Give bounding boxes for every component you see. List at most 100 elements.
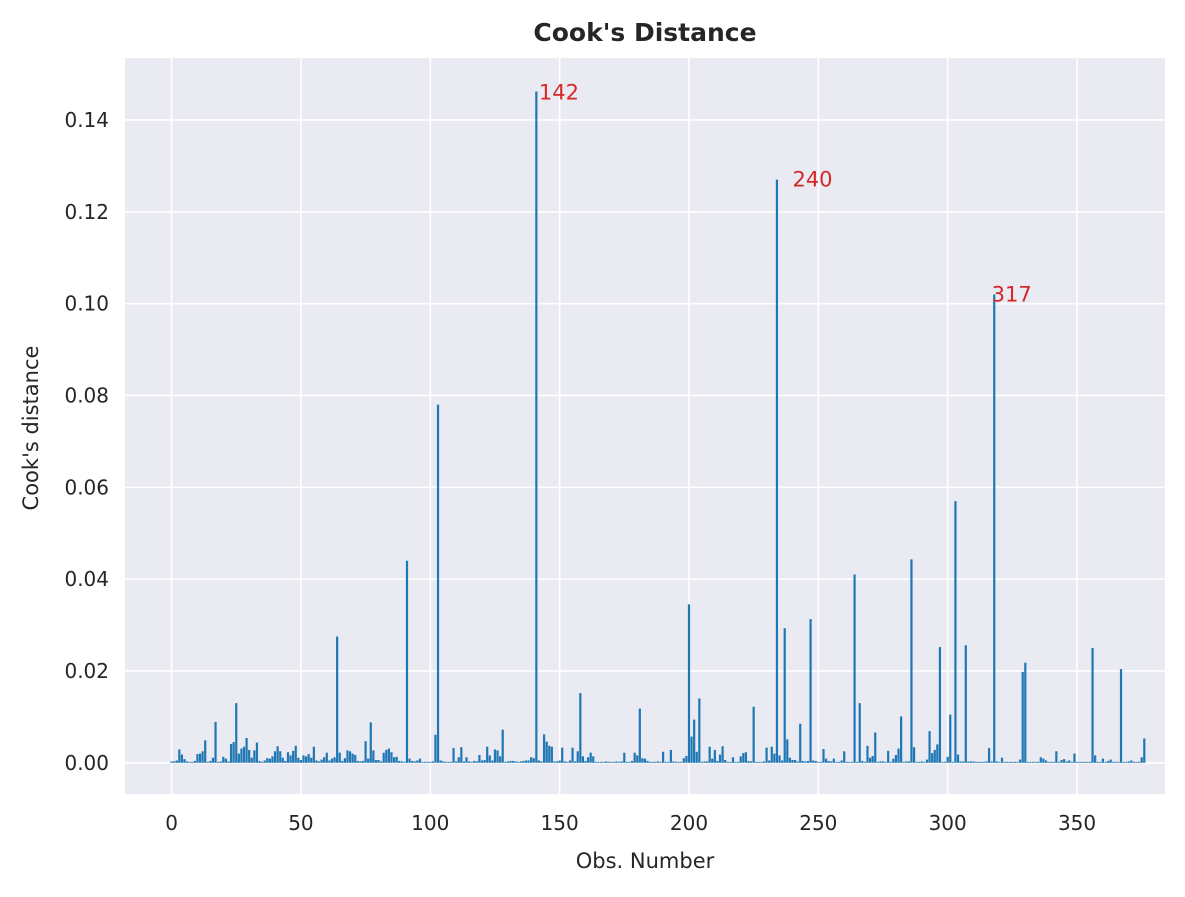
bar-obs-34 [258,760,261,763]
bar-obs-323 [1006,761,1009,763]
bar-obs-198 [682,758,685,763]
bar-obs-349 [1073,753,1076,763]
bar-obs-301 [949,714,952,763]
bar-obs-65 [338,752,341,763]
bar-obs-245 [804,761,807,763]
annotation-240: 240 [792,168,832,192]
bar-obs-339 [1047,761,1050,763]
bar-obs-316 [987,748,991,763]
bar-obs-184 [646,760,649,763]
bar-obs-337 [1042,758,1045,763]
bar-obs-40 [273,751,277,763]
bar-obs-185 [649,761,652,763]
bar-obs-324 [1008,761,1011,763]
x-tick-label: 350 [1058,811,1096,835]
bar-obs-294 [931,753,934,763]
bar-obs-192 [667,761,670,763]
bar-obs-144 [543,734,546,763]
bar-obs-209 [711,758,714,763]
bar-obs-342 [1055,751,1058,763]
bar-obs-87 [395,756,398,763]
bar-obs-362 [1106,760,1110,763]
bar-obs-321 [1000,757,1004,763]
bar-obs-93 [411,760,414,763]
bar-obs-153 [566,761,569,763]
bar-obs-223 [747,760,750,763]
bar-obs-361 [1104,761,1107,763]
bar-obs-214 [724,760,727,763]
bar-obs-329 [1021,671,1024,763]
bar-obs-279 [892,758,895,763]
bar-obs-334 [1034,761,1037,763]
y-tick-label: 0.14 [64,108,109,132]
bar-obs-280 [894,754,898,763]
bar-obs-117 [473,760,476,763]
bar-obs-32 [253,750,256,763]
bar-obs-41 [276,746,279,763]
bar-obs-187 [654,761,657,763]
bar-obs-137 [524,760,528,763]
bar-obs-55 [312,746,315,763]
bar-obs-15 [209,760,212,763]
bar-obs-274 [879,761,882,763]
bar-obs-91 [405,560,409,763]
bar-obs-52 [304,756,308,763]
bar-obs-287 [912,747,916,763]
bar-obs-76 [367,758,370,763]
bar-obs-49 [297,757,300,763]
bar-obs-81 [380,761,383,763]
bar-obs-136 [522,760,525,763]
bar-obs-293 [928,731,931,763]
bar-obs-315 [985,761,988,763]
bar-obs-230 [765,747,768,763]
bar-obs-372 [1132,761,1136,763]
bar-obs-145 [545,741,548,763]
bar-obs-359 [1099,761,1102,763]
bar-obs-179 [633,752,636,763]
bar-obs-207 [705,761,709,763]
y-tick-label: 0.02 [64,659,109,683]
bar-obs-322 [1003,761,1006,763]
bar-obs-25 [235,703,238,763]
bar-obs-121 [483,760,486,763]
bar-obs-124 [491,760,494,763]
bar-obs-94 [413,761,416,763]
bar-obs-191 [664,761,667,763]
bar-obs-285 [907,761,910,763]
bar-obs-368 [1122,761,1125,763]
bar-obs-78 [372,750,375,763]
bar-obs-352 [1081,761,1084,763]
bar-obs-341 [1052,761,1055,763]
bar-obs-46 [289,755,292,763]
bar-obs-290 [920,761,923,763]
bar-obs-203 [695,751,698,763]
bars [170,91,1146,763]
bar-obs-318 [993,294,996,763]
bar-obs-38 [268,758,271,763]
bar-obs-235 [778,755,781,763]
bar-obs-6 [185,761,189,763]
bar-obs-197 [680,761,683,763]
bar-obs-27 [240,748,243,763]
bar-obs-269 [866,745,869,763]
bar-obs-328 [1019,759,1022,763]
bar-obs-168 [605,761,608,763]
bar-obs-295 [933,749,936,763]
bar-obs-72 [356,760,359,763]
x-tick-labels: 0 50 100 150 200 250 300 350 [165,811,1096,835]
bar-obs-77 [369,722,372,763]
bar-obs-48 [294,745,297,763]
bar-obs-18 [217,761,220,763]
bar-obs-119 [478,754,481,763]
bar-obs-12 [201,751,204,763]
bar-obs-111 [457,757,460,763]
x-tick-label: 50 [288,811,313,835]
plot-area [125,58,1165,794]
bar-obs-79 [374,760,378,763]
bar-obs-227 [757,761,760,763]
annotation-317: 317 [992,282,1032,306]
bar-obs-67 [343,758,346,763]
bar-obs-212 [718,754,722,763]
bar-obs-47 [292,750,295,763]
bar-obs-16 [211,757,215,763]
